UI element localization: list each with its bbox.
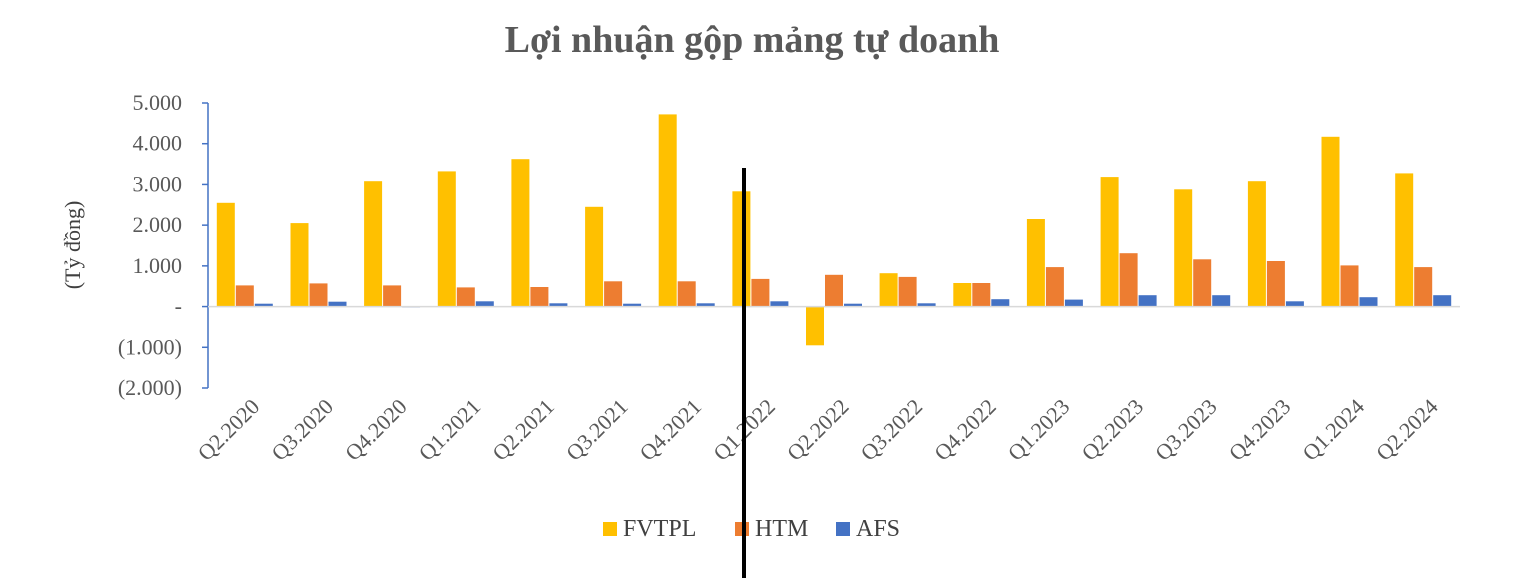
bar-htm-q4-2022 [972, 283, 991, 307]
x-tick-label: Q4.2020 [340, 394, 412, 466]
x-tick-label: Q3.2022 [855, 394, 927, 466]
x-tick-label: Q1.2024 [1297, 394, 1369, 466]
x-tick-label: Q2.2020 [193, 394, 265, 466]
bar-afs-q1-2022 [770, 301, 789, 307]
bar-fvtpl-q4-2022 [953, 283, 972, 307]
y-tick-label: 1.000 [133, 253, 183, 278]
bar-fvtpl-q1-2021 [437, 171, 456, 307]
legend-label-fvtpl: FVTPL [623, 516, 696, 542]
bar-fvtpl-q2-2024 [1395, 173, 1414, 307]
x-tick-label: Q3.2021 [561, 394, 633, 466]
legend-swatch-fvtpl [603, 522, 617, 536]
bar-htm-q1-2024 [1340, 265, 1359, 307]
bar-afs-q4-2022 [991, 299, 1010, 307]
bar-htm-q2-2024 [1414, 267, 1433, 307]
bar-htm-q1-2022 [751, 278, 770, 307]
bars [208, 114, 1460, 346]
bar-htm-q3-2023 [1193, 259, 1212, 307]
bar-fvtpl-q2-2023 [1100, 177, 1119, 307]
bar-htm-q2-2023 [1119, 253, 1138, 307]
bar-htm-q1-2023 [1045, 267, 1064, 307]
y-tick-label: - [175, 294, 182, 319]
bar-fvtpl-q2-2021 [511, 159, 530, 307]
y-tick-label: (1.000) [118, 334, 182, 359]
bar-fvtpl-q3-2022 [879, 273, 898, 307]
bar-afs-q1-2024 [1359, 297, 1378, 307]
bar-afs-q1-2021 [475, 301, 494, 307]
bar-fvtpl-q2-2020 [216, 202, 235, 307]
bar-afs-q2-2021 [549, 303, 568, 307]
y-axis-ticks: 5.000 4.000 3.000 2.000 1.000 - (1.000) (2.000) [118, 90, 209, 400]
x-tick-label: Q2.2024 [1371, 394, 1443, 466]
y-axis-label: (Tỷ đồng) [60, 201, 85, 290]
bar-afs-q3-2021 [623, 303, 642, 307]
x-tick-label: Q4.2022 [929, 394, 1001, 466]
chart-title: Lợi nhuận gộp mảng tự doanh [505, 19, 1000, 61]
bar-htm-q2-2021 [530, 287, 549, 307]
legend-swatch-afs [836, 522, 850, 536]
x-tick-label: Q3.2020 [266, 394, 338, 466]
x-tick-label: Q1.2021 [414, 394, 486, 466]
x-axis-ticks: Q2.2020 Q3.2020 Q4.2020 Q1.2021 Q2.2021 Q3.20… [193, 394, 1443, 466]
bar-afs-q2-2024 [1433, 295, 1452, 307]
x-tick-label: Q3.2023 [1150, 394, 1222, 466]
y-tick-label: 4.000 [133, 131, 183, 156]
bar-htm-q3-2021 [604, 281, 623, 307]
bar-fvtpl-q3-2023 [1174, 189, 1193, 307]
bar-fvtpl-q1-2024 [1321, 136, 1340, 307]
legend-label-afs: AFS [856, 516, 900, 542]
y-tick-label: 2.000 [133, 212, 183, 237]
bar-fvtpl-q1-2022 [732, 191, 751, 307]
y-tick-label: 5.000 [133, 90, 183, 115]
bar-fvtpl-q4-2020 [364, 181, 383, 307]
bar-htm-q4-2023 [1266, 261, 1285, 307]
bar-fvtpl-q3-2021 [585, 206, 604, 307]
bar-htm-q4-2020 [383, 285, 402, 307]
bar-htm-q4-2021 [677, 281, 696, 307]
bar-fvtpl-q4-2023 [1247, 181, 1266, 307]
x-tick-label: Q4.2023 [1224, 394, 1296, 466]
bar-fvtpl-q1-2023 [1026, 219, 1045, 307]
x-tick-label: Q4.2021 [635, 394, 707, 466]
y-tick-label: (2.000) [118, 375, 182, 400]
bar-fvtpl-q3-2020 [290, 223, 309, 307]
bar-afs-q2-2022 [844, 303, 862, 307]
x-tick-label: Q2.2021 [487, 394, 559, 466]
bar-fvtpl-q2-2022 [806, 306, 824, 346]
y-tick-label: 3.000 [133, 171, 183, 196]
bar-afs-q2-2020 [254, 303, 273, 307]
bar-fvtpl-q4-2021 [658, 114, 677, 307]
bar-htm-q2-2022 [825, 274, 843, 307]
bar-afs-q3-2022 [917, 303, 936, 307]
x-tick-label: Q2.2023 [1076, 394, 1148, 466]
bar-htm-q3-2020 [309, 283, 328, 307]
bar-afs-q2-2023 [1138, 295, 1157, 307]
x-tick-label: Q2.2022 [782, 394, 854, 466]
bar-htm-q2-2020 [235, 285, 254, 307]
bar-afs-q4-2023 [1285, 301, 1304, 307]
bar-afs-q3-2023 [1212, 295, 1231, 307]
bar-afs-q1-2023 [1064, 299, 1083, 307]
bar-htm-q1-2021 [456, 287, 475, 307]
legend-label-htm: HTM [755, 516, 808, 542]
bar-afs-q3-2020 [328, 301, 347, 307]
bar-afs-q4-2021 [696, 303, 715, 307]
x-tick-label: Q1.2023 [1003, 394, 1075, 466]
bar-htm-q3-2022 [898, 276, 917, 307]
legend: FVTPL HTM AFS [603, 516, 900, 542]
